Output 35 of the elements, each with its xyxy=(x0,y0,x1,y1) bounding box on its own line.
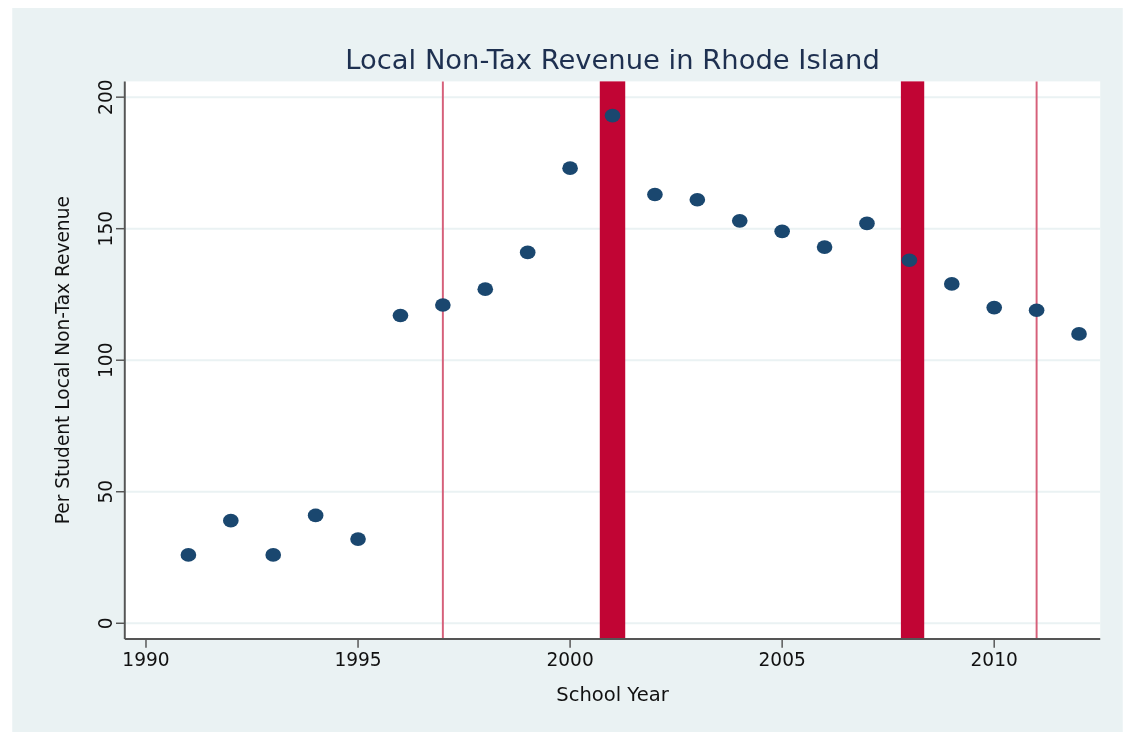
chart-title: Local Non-Tax Revenue in Rhode Island xyxy=(345,43,880,75)
point xyxy=(816,240,833,254)
x-axis-title: School Year xyxy=(556,682,670,706)
point xyxy=(943,277,960,291)
y-axis-title: Per Student Local Non-Tax Revenue xyxy=(52,196,74,525)
point xyxy=(222,513,239,528)
x-tick-label: 1990 xyxy=(122,649,170,671)
point xyxy=(604,108,621,123)
point xyxy=(731,213,748,228)
y-tick-label: 150 xyxy=(94,210,116,247)
point xyxy=(392,308,409,323)
point xyxy=(435,298,451,312)
x-tick-label: 2000 xyxy=(546,649,594,671)
point xyxy=(265,548,282,562)
point xyxy=(1071,327,1087,341)
y-tick-label: 100 xyxy=(94,342,116,378)
x-tick-label: 2005 xyxy=(758,649,806,671)
point xyxy=(901,253,918,268)
point xyxy=(562,161,578,176)
point xyxy=(307,508,324,523)
point xyxy=(477,282,494,297)
y-tick-label: 50 xyxy=(94,479,116,504)
y-tick-label: 0 xyxy=(94,617,116,630)
point xyxy=(1028,303,1045,318)
x-tick-label: 2010 xyxy=(970,649,1018,671)
point xyxy=(350,532,366,546)
point xyxy=(180,548,197,562)
point xyxy=(519,245,536,260)
point xyxy=(689,192,706,207)
point xyxy=(647,187,663,202)
y-tick-label: 200 xyxy=(94,79,116,115)
point xyxy=(986,300,1003,315)
point xyxy=(774,224,790,239)
x-tick-label: 1995 xyxy=(334,649,382,671)
point xyxy=(859,216,875,231)
